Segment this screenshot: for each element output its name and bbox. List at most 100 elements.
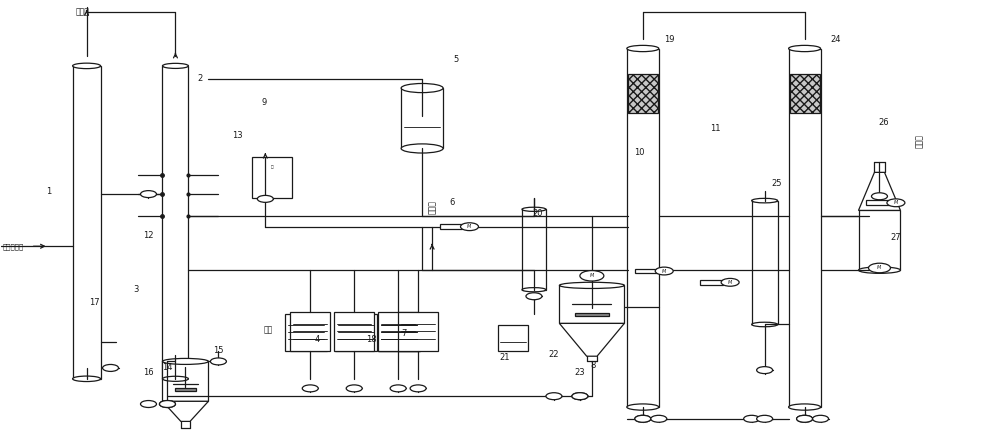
- Circle shape: [302, 385, 318, 392]
- Bar: [290, 312, 330, 351]
- Ellipse shape: [401, 83, 443, 92]
- Circle shape: [655, 267, 673, 275]
- Text: 至烟囱: 至烟囱: [76, 7, 90, 16]
- Bar: [575, 313, 609, 316]
- Text: 26: 26: [878, 118, 889, 127]
- Circle shape: [871, 193, 887, 200]
- Text: 22: 22: [549, 351, 559, 359]
- Circle shape: [744, 416, 760, 422]
- Ellipse shape: [627, 404, 659, 410]
- Circle shape: [257, 195, 273, 202]
- Text: 6: 6: [449, 198, 455, 207]
- Ellipse shape: [401, 144, 443, 153]
- Text: 21: 21: [500, 353, 510, 361]
- Ellipse shape: [162, 376, 188, 382]
- Text: 18: 18: [366, 335, 376, 344]
- Ellipse shape: [789, 45, 821, 51]
- Bar: [378, 313, 420, 351]
- Circle shape: [580, 271, 604, 281]
- Text: 8: 8: [590, 361, 596, 370]
- Text: 1: 1: [46, 187, 51, 197]
- Circle shape: [390, 385, 406, 392]
- Circle shape: [346, 385, 362, 392]
- Bar: [752, 201, 778, 324]
- Bar: [859, 211, 900, 270]
- Text: M: M: [662, 269, 666, 273]
- Text: 10: 10: [635, 148, 645, 157]
- Text: 12: 12: [143, 231, 154, 240]
- Bar: [866, 201, 889, 205]
- Text: 14: 14: [162, 364, 173, 372]
- Text: 7: 7: [401, 329, 407, 337]
- Ellipse shape: [627, 45, 659, 51]
- Bar: [378, 312, 418, 351]
- Bar: [334, 312, 374, 351]
- Bar: [522, 209, 546, 290]
- Text: 2: 2: [198, 75, 203, 83]
- Bar: [335, 313, 377, 351]
- Circle shape: [757, 416, 773, 422]
- Bar: [498, 325, 528, 351]
- Ellipse shape: [522, 207, 546, 211]
- Circle shape: [813, 416, 829, 422]
- Circle shape: [159, 401, 175, 408]
- Bar: [440, 225, 462, 229]
- Ellipse shape: [73, 376, 101, 382]
- Text: 5: 5: [453, 55, 459, 64]
- Bar: [700, 280, 723, 285]
- Ellipse shape: [752, 198, 778, 203]
- Bar: [628, 74, 658, 113]
- Polygon shape: [859, 172, 900, 211]
- Circle shape: [140, 401, 156, 408]
- Text: M: M: [728, 280, 732, 285]
- Text: 3: 3: [133, 285, 138, 294]
- Circle shape: [140, 191, 156, 198]
- Bar: [627, 48, 659, 407]
- Text: M: M: [877, 266, 882, 270]
- Text: M: M: [590, 273, 594, 278]
- Circle shape: [461, 223, 478, 231]
- Bar: [559, 286, 624, 324]
- Polygon shape: [162, 401, 208, 422]
- Ellipse shape: [752, 322, 778, 327]
- Bar: [635, 269, 657, 273]
- Text: 13: 13: [232, 131, 243, 140]
- Bar: [162, 361, 208, 401]
- Text: 15: 15: [213, 346, 224, 355]
- Ellipse shape: [789, 404, 821, 410]
- Circle shape: [797, 416, 813, 422]
- Ellipse shape: [559, 282, 624, 289]
- Ellipse shape: [73, 63, 101, 68]
- Circle shape: [635, 416, 651, 422]
- Circle shape: [410, 385, 426, 392]
- Circle shape: [757, 367, 773, 374]
- Text: 工艺水: 工艺水: [428, 200, 437, 214]
- Ellipse shape: [162, 63, 188, 68]
- Text: 脱碳原烟气: 脱碳原烟气: [3, 243, 24, 249]
- Bar: [175, 388, 196, 392]
- Circle shape: [159, 401, 175, 408]
- Circle shape: [103, 364, 119, 371]
- Circle shape: [651, 416, 667, 422]
- Circle shape: [572, 393, 588, 400]
- Ellipse shape: [162, 358, 208, 364]
- Text: 4: 4: [315, 335, 320, 344]
- Bar: [378, 313, 420, 351]
- Bar: [285, 313, 327, 351]
- Text: 9: 9: [262, 99, 267, 107]
- Bar: [73, 66, 101, 379]
- Circle shape: [635, 416, 651, 422]
- Text: 20: 20: [533, 209, 543, 218]
- Circle shape: [210, 358, 226, 365]
- Circle shape: [721, 279, 739, 286]
- Text: 17: 17: [89, 298, 100, 307]
- Text: 19: 19: [665, 35, 675, 44]
- Bar: [252, 157, 292, 198]
- Text: 16: 16: [143, 368, 154, 377]
- Circle shape: [868, 263, 890, 273]
- Circle shape: [797, 416, 813, 422]
- Circle shape: [572, 393, 588, 400]
- Bar: [401, 88, 443, 149]
- Text: 硫酸铵: 硫酸铵: [915, 135, 924, 149]
- Ellipse shape: [522, 288, 546, 292]
